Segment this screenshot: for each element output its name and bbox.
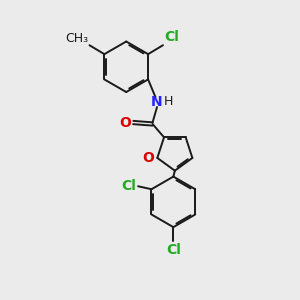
Text: H: H <box>164 95 173 108</box>
Text: N: N <box>151 95 163 109</box>
Text: O: O <box>119 116 131 130</box>
Text: Cl: Cl <box>121 179 136 193</box>
Text: Cl: Cl <box>164 30 179 44</box>
Text: Cl: Cl <box>166 243 181 256</box>
Text: O: O <box>142 151 154 165</box>
Text: CH₃: CH₃ <box>65 32 88 45</box>
